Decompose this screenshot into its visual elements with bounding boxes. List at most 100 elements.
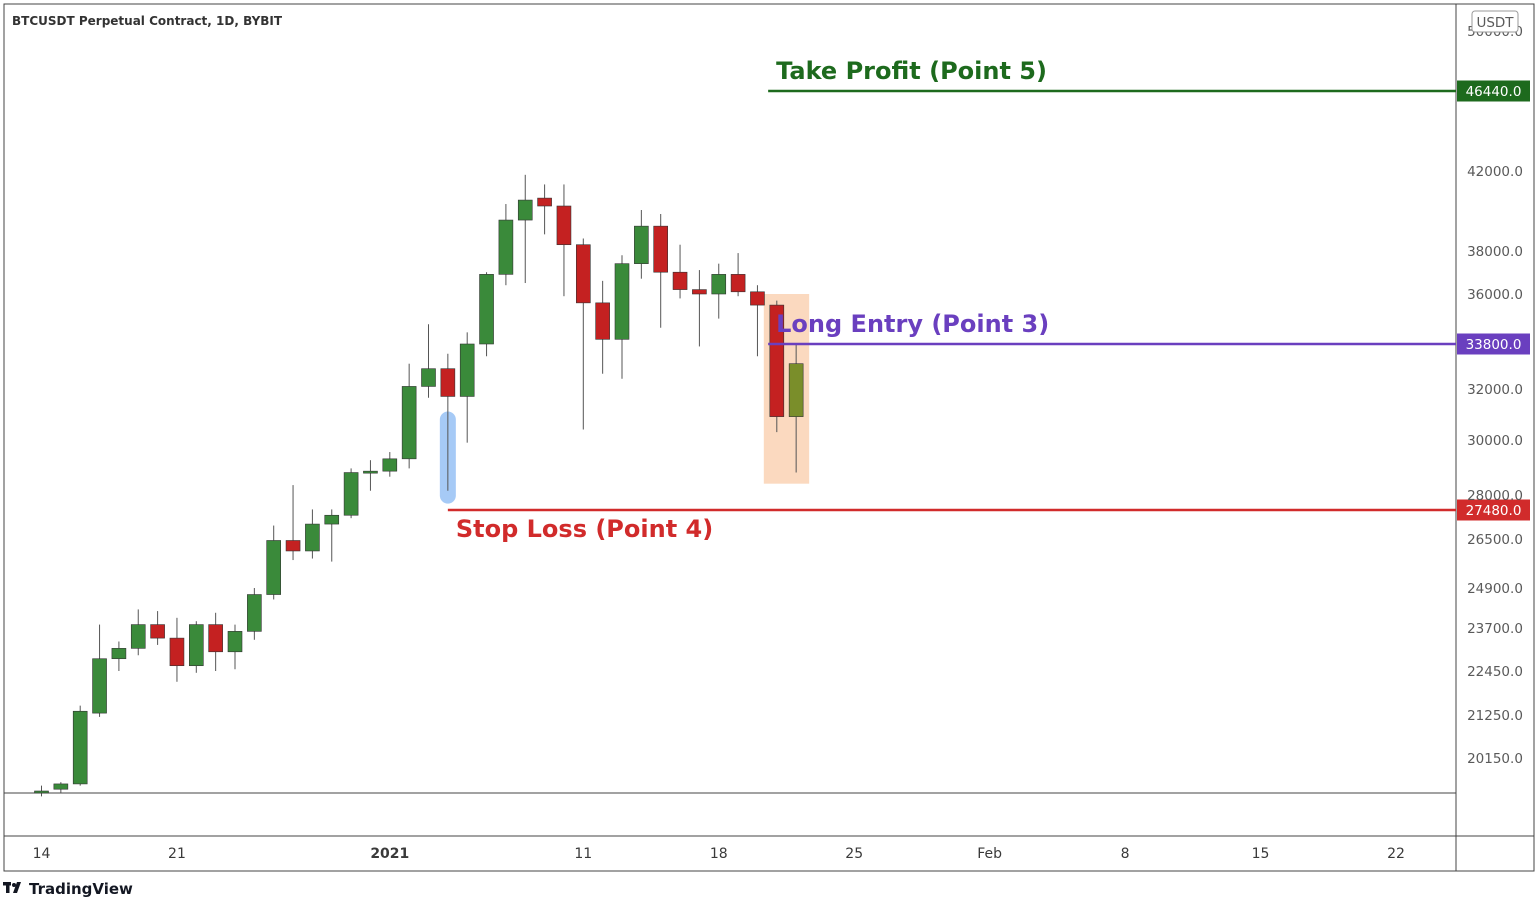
candle[interactable] (285, 485, 301, 561)
tradingview-logo-text: TradingView (29, 880, 133, 898)
candle[interactable] (150, 611, 165, 645)
candle-body (53, 783, 69, 790)
candle-body (189, 624, 204, 667)
candle-body (672, 271, 688, 290)
x-tick-label: 8 (1121, 846, 1130, 862)
candle[interactable] (614, 255, 630, 379)
y-tick-label: 24900.0 (1467, 581, 1523, 597)
candle[interactable] (382, 452, 398, 477)
annotation-layer: Take Profit (Point 5) 46440.0 Long Entry (… (447, 57, 1530, 543)
candle-body (150, 624, 165, 639)
candle[interactable] (653, 214, 669, 328)
candle[interactable] (730, 253, 746, 297)
x-tick-label: 14 (33, 846, 51, 862)
y-tick-label: 36000.0 (1467, 287, 1523, 303)
candle[interactable] (750, 285, 765, 357)
candle[interactable] (305, 509, 320, 559)
candle[interactable] (537, 184, 552, 235)
candle-body (711, 274, 727, 295)
candle-body (692, 289, 707, 295)
candle[interactable] (672, 244, 688, 299)
candle-body (498, 219, 514, 275)
candle[interactable] (634, 209, 649, 279)
svg-text:27480.0: 27480.0 (1466, 503, 1522, 519)
price-badge[interactable]: 33800.0 (1457, 333, 1530, 355)
candle-body (459, 343, 475, 397)
candle[interactable] (711, 263, 727, 319)
candle[interactable] (575, 238, 591, 430)
x-tick-label: 11 (574, 846, 592, 862)
candle[interactable] (421, 324, 436, 398)
candle-body (285, 540, 301, 552)
annotation-label: Take Profit (Point 5) (776, 57, 1047, 85)
svg-text:46440.0: 46440.0 (1466, 84, 1522, 100)
candle[interactable] (517, 174, 533, 284)
candle-layer[interactable] (34, 174, 804, 797)
y-tick-label: 20150.0 (1467, 751, 1523, 767)
y-tick-label: 22450.0 (1467, 664, 1523, 680)
x-tick-label: Feb (977, 846, 1002, 862)
candle[interactable] (266, 525, 282, 600)
y-tick-label: 30000.0 (1467, 433, 1523, 449)
candle[interactable] (247, 588, 262, 640)
candle[interactable] (92, 624, 107, 717)
candle-body (614, 263, 630, 340)
x-tick-label: 25 (845, 846, 863, 862)
candle[interactable] (34, 785, 49, 797)
candle-body (305, 523, 320, 552)
candle[interactable] (343, 468, 359, 519)
chart-frame (3, 3, 1535, 872)
candle[interactable] (440, 353, 456, 491)
candle[interactable] (788, 344, 804, 473)
candle[interactable] (227, 624, 243, 670)
price-axis[interactable]: 50000.042000.038000.036000.032000.030000… (1467, 24, 1523, 767)
y-tick-label: 42000.0 (1467, 164, 1523, 180)
y-tick-label: 21250.0 (1467, 708, 1523, 724)
candle-body (382, 458, 398, 472)
price-badge[interactable]: 46440.0 (1457, 80, 1530, 102)
candle[interactable] (324, 509, 340, 562)
candle[interactable] (111, 641, 127, 671)
candle-body (363, 470, 378, 474)
currency-badge[interactable]: USDT (1471, 10, 1519, 33)
candle[interactable] (556, 184, 572, 297)
candle[interactable] (130, 609, 146, 656)
candle[interactable] (692, 270, 707, 347)
candle[interactable] (595, 280, 610, 374)
candle-body (227, 631, 243, 653)
candle-body (111, 648, 127, 660)
svg-text:33800.0: 33800.0 (1466, 337, 1522, 353)
candle-body (750, 291, 765, 306)
candle-body (266, 540, 282, 595)
candle-body (556, 205, 572, 246)
candle[interactable] (169, 617, 185, 682)
x-tick-label: 22 (1387, 846, 1405, 862)
price-badge[interactable]: 27480.0 (1457, 499, 1530, 521)
candle-body (440, 368, 456, 397)
candle[interactable] (72, 705, 88, 786)
x-tick-label: 2021 (370, 846, 409, 862)
y-tick-label: 32000.0 (1467, 382, 1523, 398)
candle[interactable] (189, 621, 204, 673)
candle[interactable] (459, 332, 475, 443)
candle[interactable] (401, 363, 417, 469)
candle-body (72, 710, 88, 785)
candle[interactable] (363, 460, 378, 491)
candle[interactable] (498, 204, 514, 286)
time-axis[interactable]: 14 21 2021 11 18 25 Feb 8 15 22 (33, 846, 1405, 862)
candle[interactable] (479, 272, 494, 357)
candle[interactable] (53, 782, 69, 793)
candle-body (401, 386, 417, 460)
candle-body (730, 274, 746, 293)
candle-body (92, 658, 107, 714)
candle-body (34, 790, 49, 794)
candle-body (247, 594, 262, 632)
candle[interactable] (769, 300, 785, 433)
candle-body (169, 637, 185, 667)
candle-body (788, 363, 804, 417)
tradingview-logo[interactable]: TradingView (3, 880, 133, 898)
candle[interactable] (208, 612, 223, 671)
candle-body (208, 624, 223, 653)
y-tick-label: 38000.0 (1467, 244, 1523, 260)
